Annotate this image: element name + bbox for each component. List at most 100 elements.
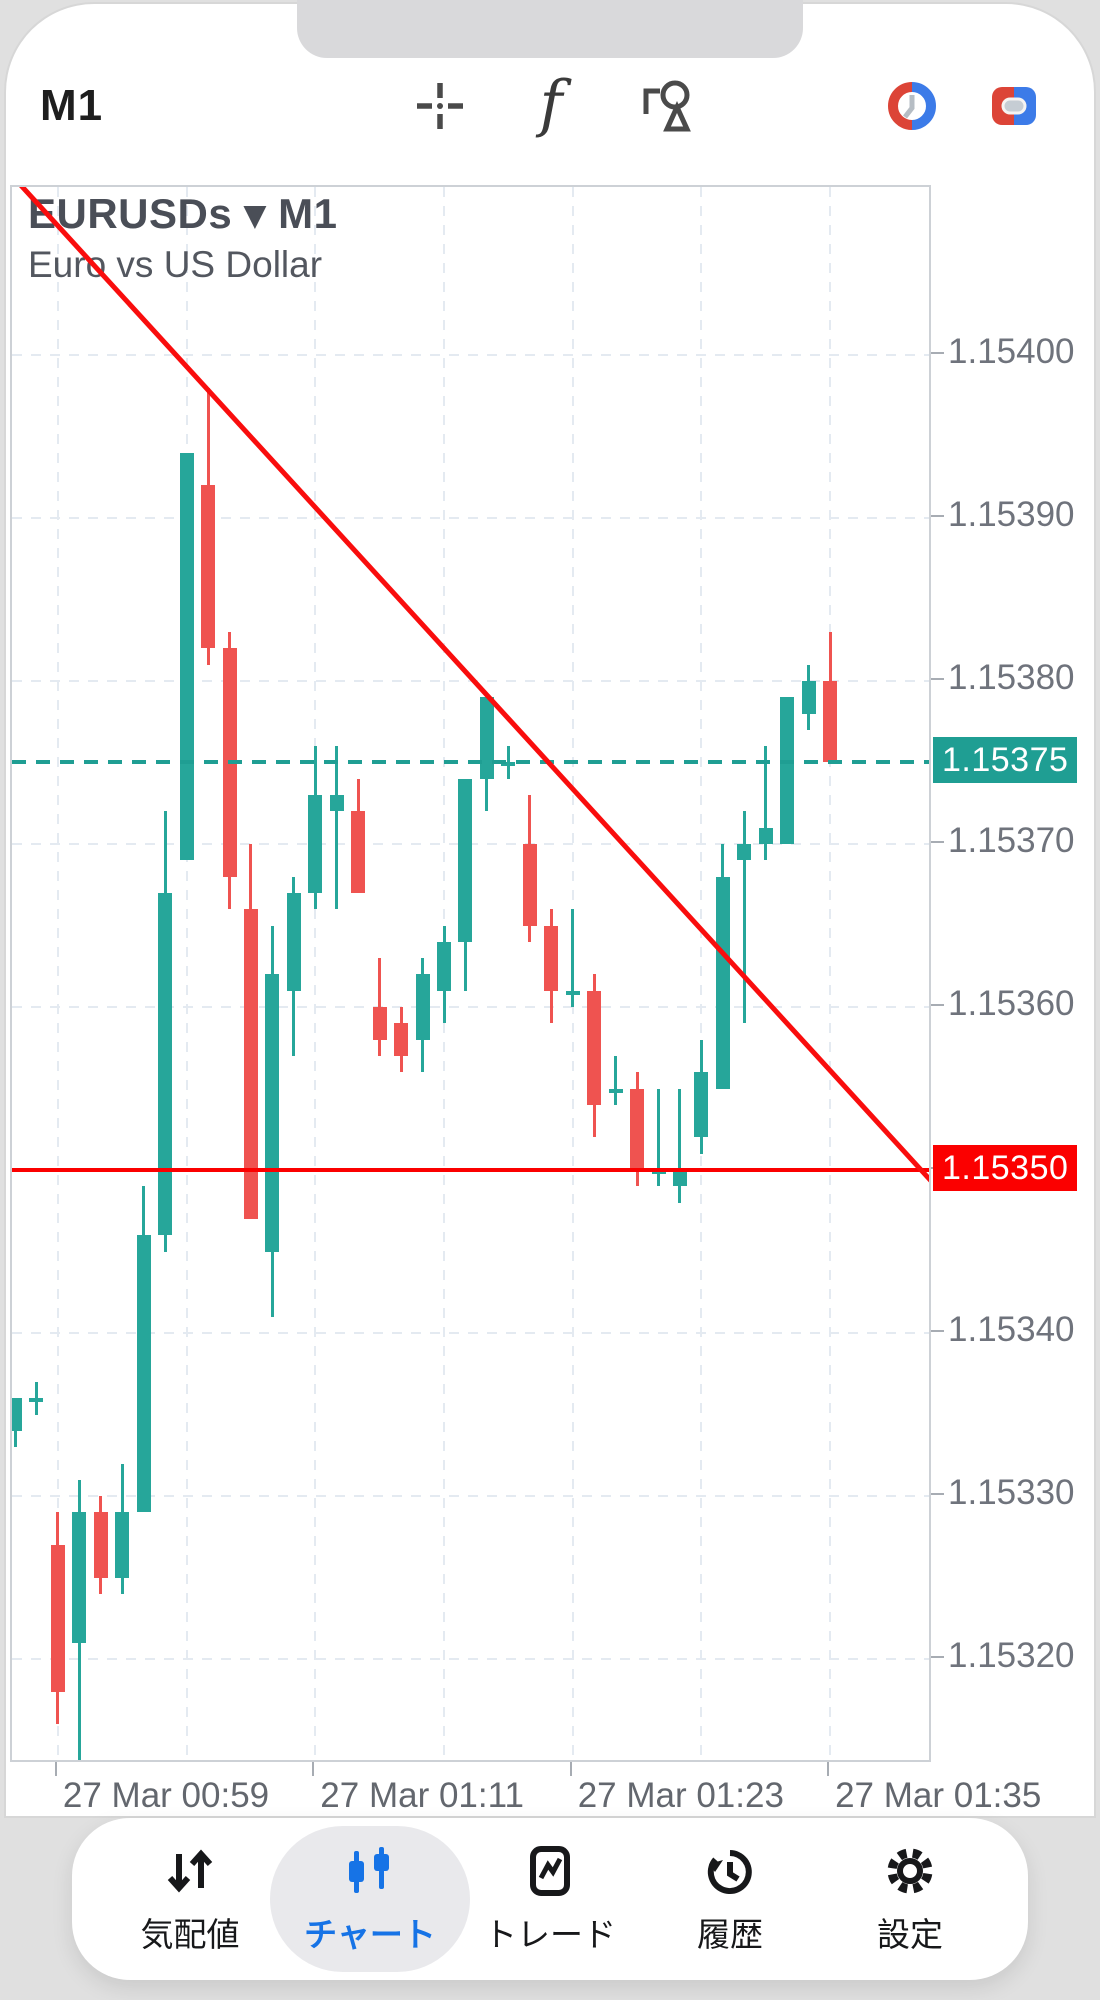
y-axis-tick <box>931 1493 944 1496</box>
candle-body <box>72 1512 87 1643</box>
candle-wick <box>678 1088 682 1203</box>
horizontal-gridline <box>12 1332 929 1335</box>
horizontal-gridline <box>12 1495 929 1498</box>
candle-body <box>115 1512 130 1578</box>
candle-body <box>50 1545 65 1692</box>
candle-body <box>308 795 323 893</box>
time-label: 27 Mar 00:59 <box>62 1776 270 1815</box>
candle-body <box>12 1398 22 1431</box>
candle-body <box>715 876 730 1089</box>
candle-body <box>136 1235 151 1513</box>
settings-icon <box>882 1843 938 1899</box>
tab-settings-label: 設定 <box>877 1915 943 1953</box>
candle-body <box>608 1088 623 1093</box>
horizontal-gridline <box>12 516 929 519</box>
horizontal-gridline <box>12 353 929 356</box>
candle-body <box>458 778 473 942</box>
tab-settings[interactable]: 設定 <box>820 1818 1000 1980</box>
price-label: 1.15370 <box>948 821 1075 860</box>
tab-trade-label: トレード <box>484 1915 616 1953</box>
candle-body <box>501 762 516 767</box>
chart-title-block[interactable]: EURUSDs ▾ M1 Euro vs US Dollar <box>28 189 337 286</box>
vertical-gridline <box>314 187 317 1760</box>
vertical-gridline <box>56 187 59 1760</box>
x-axis-tick <box>54 1762 57 1776</box>
horizontal-gridline <box>12 1658 929 1661</box>
x-axis-tick <box>569 1762 572 1776</box>
candle-wick <box>335 746 339 910</box>
price-label: 1.15380 <box>948 657 1075 697</box>
tab-history[interactable]: 履歴 <box>640 1818 820 1980</box>
chart-toolbar: M1 f <box>0 58 1100 154</box>
candle-body <box>823 680 838 763</box>
quotes-icon <box>162 1843 218 1899</box>
price-line-solid <box>12 1168 929 1173</box>
candle-body <box>93 1512 108 1578</box>
price-label: 1.15340 <box>948 1310 1075 1350</box>
horizontal-gridline <box>12 1006 929 1009</box>
split-square-icon[interactable] <box>986 78 1042 134</box>
trade-icon <box>522 1843 578 1899</box>
tab-quotes-label: 気配値 <box>140 1915 240 1953</box>
candle-body <box>29 1398 44 1403</box>
function-icon[interactable]: f <box>539 66 563 140</box>
phone-notch <box>297 0 803 58</box>
candle-body <box>243 909 258 1219</box>
candle-body <box>394 1023 409 1056</box>
tab-quotes[interactable]: 気配値 <box>100 1818 280 1980</box>
chart-surface[interactable]: EURUSDs ▾ M1 Euro vs US Dollar <box>10 185 931 1762</box>
candle-wick <box>571 909 575 1008</box>
candle-body <box>630 1088 645 1171</box>
tab-charts-label: チャート <box>304 1915 436 1953</box>
vertical-gridline <box>829 187 832 1760</box>
price-label: 1.15320 <box>948 1636 1075 1676</box>
candle-body <box>801 680 816 714</box>
time-label: 27 Mar 01:23 <box>577 1776 784 1815</box>
chart-icon <box>342 1843 398 1899</box>
timeframe-label[interactable]: M1 <box>40 81 104 130</box>
tab-charts[interactable]: チャート <box>270 1818 470 1980</box>
tab-history-label: 履歴 <box>697 1915 763 1953</box>
candle-body <box>329 795 344 812</box>
y-axis-tick <box>931 351 944 354</box>
time-label: 27 Mar 01:11 <box>320 1776 524 1815</box>
tab-trade[interactable]: トレード <box>460 1818 640 1980</box>
x-axis-tick <box>827 1762 830 1776</box>
trendline[interactable] <box>12 187 931 1762</box>
crosshair-icon[interactable] <box>412 78 468 134</box>
price-label: 1.15400 <box>948 331 1075 371</box>
candle-body <box>286 892 301 991</box>
candle-body <box>758 827 773 844</box>
symbol-title[interactable]: EURUSDs ▾ M1 <box>28 190 338 237</box>
y-axis-tick <box>931 1004 944 1007</box>
candle-wick <box>614 1055 618 1105</box>
clock-donut-icon[interactable] <box>884 78 940 134</box>
y-axis-tick <box>931 1656 944 1659</box>
symbol-description: Euro vs US Dollar <box>28 244 323 285</box>
candle-wick <box>657 1088 660 1187</box>
history-icon <box>702 1843 758 1899</box>
bottom-tab-bar: 気配値 チャート トレード <box>72 1818 1028 1980</box>
candle-body <box>265 974 280 1252</box>
candle-body <box>672 1170 687 1187</box>
candle-body <box>587 990 602 1105</box>
time-label: 27 Mar 01:35 <box>835 1776 1042 1815</box>
objects-icon[interactable] <box>638 78 694 134</box>
y-axis-tick <box>931 514 944 517</box>
active-tab-pill <box>270 1826 470 1972</box>
candle-wick <box>742 811 746 1024</box>
y-axis-tick <box>931 677 944 680</box>
price-line-badge: 1.15350 <box>933 1145 1078 1192</box>
price-label: 1.15390 <box>948 494 1075 534</box>
y-axis-tick <box>931 841 944 843</box>
candle-body <box>201 485 216 649</box>
candle-body <box>780 697 795 844</box>
candle-body <box>179 452 194 861</box>
price-line-dashed <box>12 760 929 765</box>
candle-body <box>522 844 537 926</box>
vertical-gridline <box>700 187 703 1760</box>
candle-body <box>158 892 173 1236</box>
candle-body <box>479 697 494 779</box>
candle-body <box>651 1170 666 1175</box>
x-axis-tick <box>312 1762 315 1776</box>
